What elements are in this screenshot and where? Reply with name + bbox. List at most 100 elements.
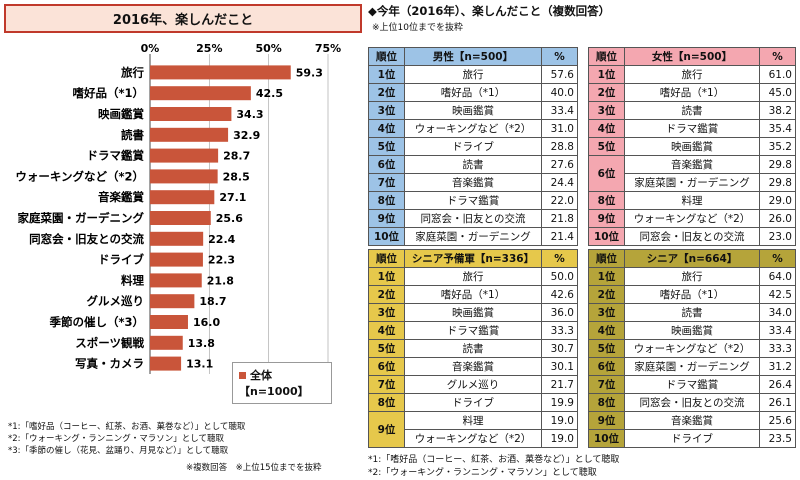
item-cell: ドラマ鑑賞 [624,119,760,138]
percent-cell: 19.9 [541,393,578,412]
rank-cell: 2位 [368,285,405,304]
table-header: 順位 男性【n=500】% [368,47,578,66]
legend-n: 【n=1000】 [239,385,309,398]
x-tick-label: 25% [196,42,222,55]
percent-cell: 40.0 [541,83,578,102]
value-label: 18.7 [199,295,226,308]
table-row: 7位 グルメ巡り 21.7 [368,375,578,394]
item-cell: ドラマ鑑賞 [624,375,760,394]
table-row: 1位 旅行 61.0 [588,65,796,84]
rank-cell: 4位 [588,321,625,340]
category-label: 嗜好品（*1） [72,86,144,100]
bar [150,231,204,246]
percent-cell: 34.0 [759,303,796,322]
item-cell: 映画鑑賞 [624,321,760,340]
item-cell: グルメ巡り [404,375,542,394]
rank-cell: 1位 [588,267,625,286]
rank-cell: 6位 [368,155,405,174]
x-tick-label: 75% [315,42,341,55]
rank-cell: 10位 [588,429,625,448]
value-label: 42.5 [256,87,283,100]
table-row: 3位 読書 34.0 [588,303,796,322]
header-group: 男性【n=500】 [404,47,542,66]
left-footer: ※複数回答 ※上位15位までを抜粋 [186,463,322,473]
rank-cell: 8位 [588,393,625,412]
item-cell: 同窓会・旧友との交流 [624,393,760,412]
percent-cell: 29.8 [759,155,796,174]
item-cell: 読書 [624,303,760,322]
table-row: 9位 同窓会・旧友との交流 21.8 [368,209,578,228]
right-title: ◆今年（2016年）、楽しんだこと（複数回答） [368,4,611,18]
header-rank: 順位 [588,47,625,66]
value-label: 27.1 [219,191,246,204]
table-header: 順位 シニア【n=664】% [588,249,796,268]
table-row: 10位 同窓会・旧友との交流 23.0 [588,227,796,246]
bar [150,335,183,350]
category-label: 音楽鑑賞 [98,190,144,204]
item-cell: 読書 [404,339,542,358]
table-row: 5位 読書 30.7 [368,339,578,358]
bar [150,294,195,309]
item-cell: 嗜好品（*1） [404,285,542,304]
table-row: 1位 旅行 64.0 [588,267,796,286]
percent-cell: 29.8 [759,173,796,192]
category-label: グルメ巡り [87,294,145,308]
bar [150,107,232,121]
table-row: 9位 料理 19.0 [368,411,578,448]
bar [150,252,203,267]
bar [150,86,251,101]
table-row: 6位 読書 27.6 [368,155,578,174]
table-row: 5位 映画鑑賞 35.2 [588,137,796,156]
table-row: 2位 嗜好品（*1） 45.0 [588,83,796,102]
category-label: 季節の催し（*3） [48,315,144,329]
table-row: 5位 ウォーキングなど（*2） 33.3 [588,339,796,358]
header-rank: 順位 [368,47,405,66]
rank-cell: 3位 [588,303,625,322]
header-percent: % [541,47,578,66]
value-label: 32.9 [233,129,260,142]
right-subtitle: ※上位10位までを抜粋 [372,23,463,33]
rank-cell: 9位 [368,209,405,228]
item-cell: ウォーキングなど（*2） [624,209,760,228]
rank-cell: 6位 [588,155,625,192]
rank-cell: 1位 [368,267,405,286]
percent-cell: 50.0 [541,267,578,286]
value-label: 25.6 [216,212,243,225]
percent-cell: 42.5 [759,285,796,304]
header-group: シニア予備軍【n=336】 [404,249,542,268]
item-cell: 旅行 [404,65,542,84]
category-label: 家庭菜園・ガーデニング [18,211,145,225]
table-row: 9位 ウォーキングなど（*2） 26.0 [588,209,796,228]
percent-cell: 29.0 [759,191,796,210]
category-label: ドライブ [98,253,144,267]
item-cell: 音楽鑑賞 [404,173,542,192]
percent-cell: 31.0 [541,119,578,138]
table-header: 順位 シニア予備軍【n=336】% [368,249,578,268]
rank-cell: 5位 [588,137,625,156]
header-rank: 順位 [588,249,625,268]
item-cell: 映画鑑賞 [404,303,542,322]
item-cell: 料理 [624,191,760,210]
table-senior: 順位 シニア【n=664】% 1位 旅行 64.0 2位 嗜好品（*1） 42.5 3位 読書 34… [588,249,796,448]
table-row: ウォーキングなど（*2） 19.0 [369,429,578,448]
table-row: 4位 映画鑑賞 33.4 [588,321,796,340]
rank-cell: 4位 [588,119,625,138]
percent-cell: 64.0 [759,267,796,286]
left-note-2: *2:「ウォーキング・ランニング・マラソン」として聴取 [8,434,225,444]
x-tick-label: 0% [141,42,160,55]
item-cell: 料理 [404,411,542,430]
item-cell: ウォーキングなど（*2） [404,119,542,138]
value-label: 34.3 [236,108,263,121]
bar [150,169,218,184]
item-cell: 映画鑑賞 [624,137,760,156]
percent-cell: 21.8 [541,209,578,228]
rank-cell: 8位 [588,191,625,210]
table-row: 5位 ドライブ 28.8 [368,137,578,156]
percent-cell: 25.6 [759,411,796,430]
percent-cell: 24.4 [541,173,578,192]
chart-legend: 全体 【n=1000】 [232,362,332,404]
item-cell: ドライブ [404,393,542,412]
x-tick-label: 50% [255,42,281,55]
item-cell: ドラマ鑑賞 [404,191,542,210]
category-label: ドラマ鑑賞 [87,149,145,163]
